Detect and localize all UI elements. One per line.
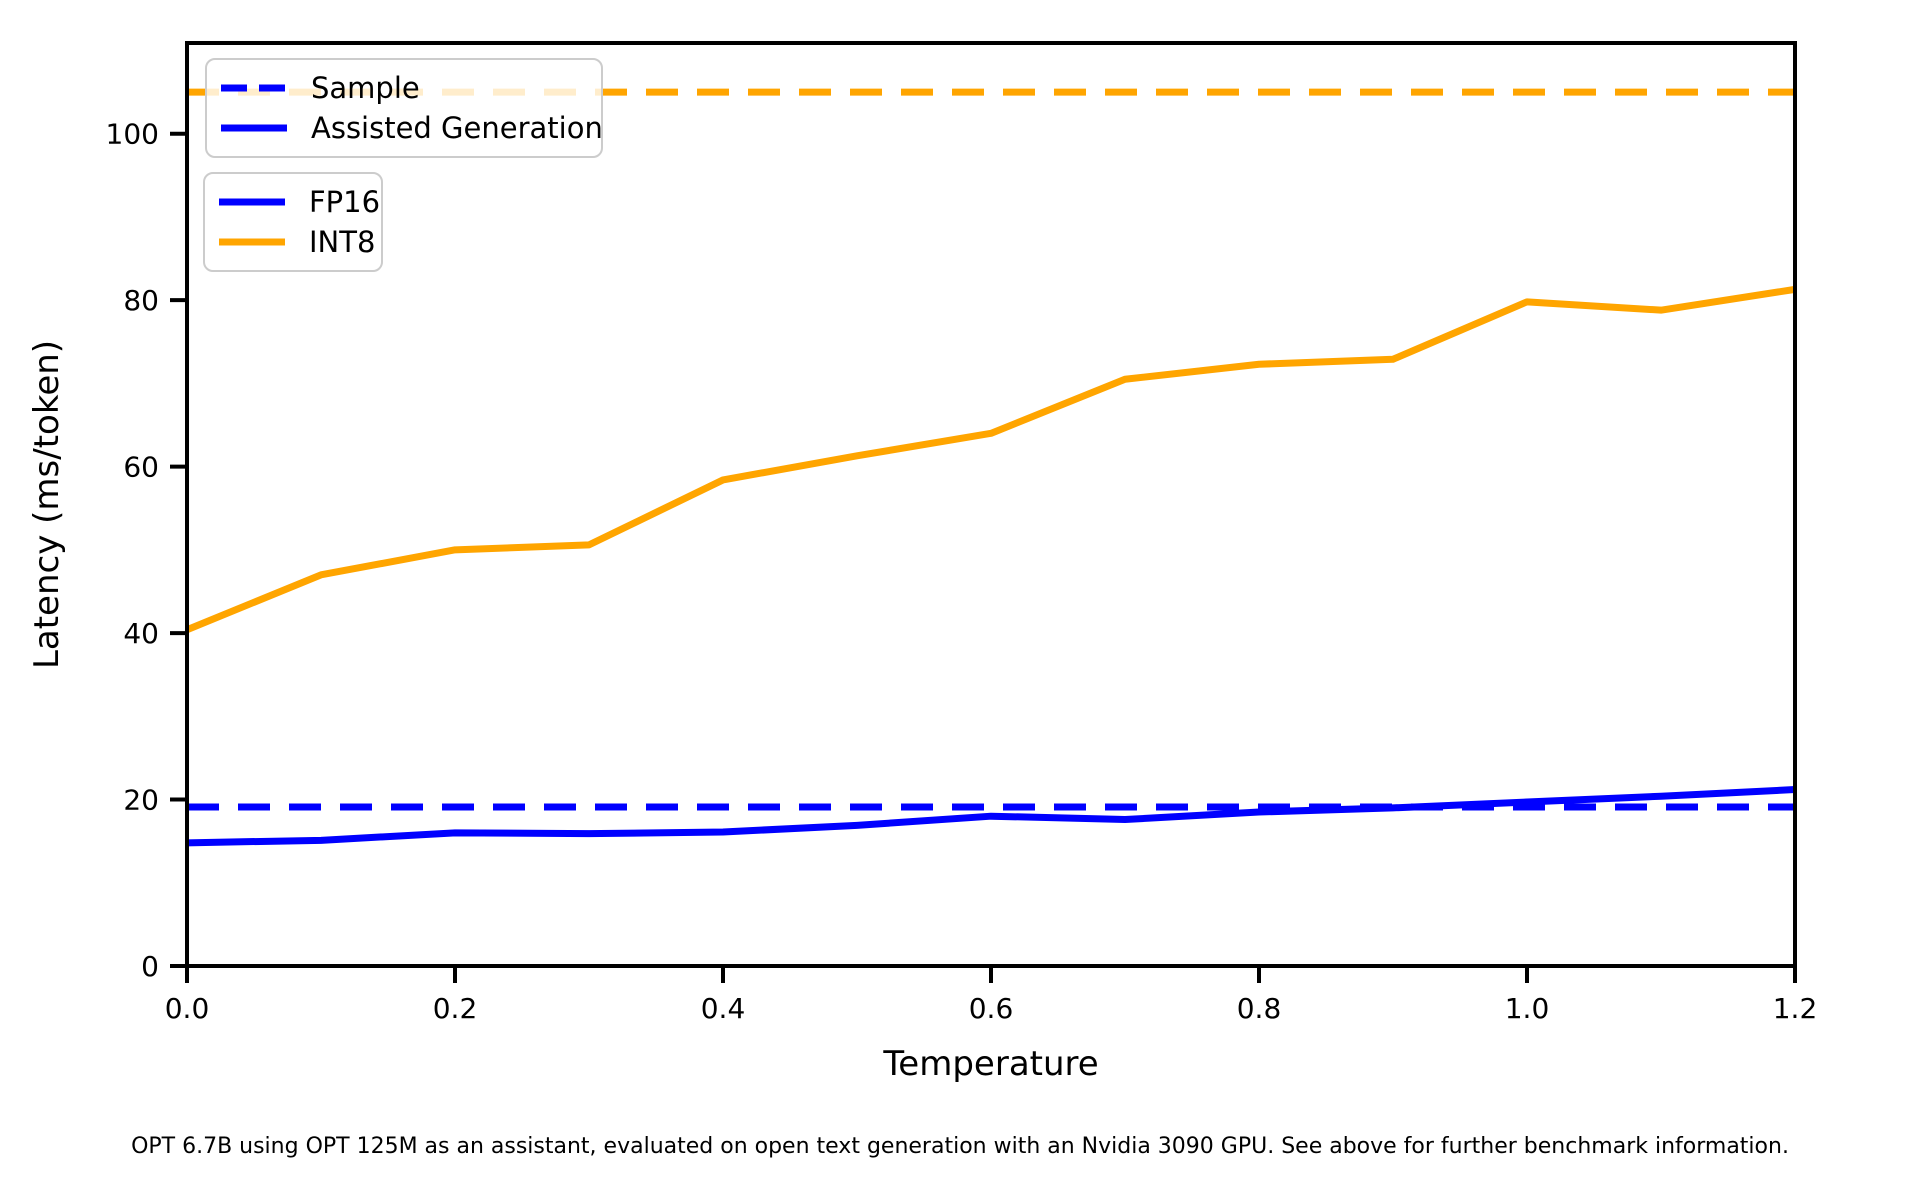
figure-caption: OPT 6.7B using OPT 125M as an assistant,…	[131, 1134, 1789, 1159]
y-axis-tick-label: 0	[141, 950, 159, 983]
series-line-assisted-generation-fp16	[186, 786, 1796, 847]
legend-precision: FP16 INT8	[203, 172, 383, 272]
x-axis-label: Temperature	[882, 1044, 1098, 1084]
axes-spines	[185, 41, 1797, 968]
dashed-line-swatch	[221, 84, 287, 92]
solid-line-swatch	[221, 124, 287, 132]
fp16-line-swatch	[219, 198, 285, 206]
x-axis-tick-label: 0.6	[969, 992, 1014, 1025]
legend-row-int8: INT8	[219, 225, 375, 259]
int8-line-swatch	[219, 238, 285, 246]
x-axis-tick-label: 1.2	[1773, 992, 1818, 1025]
x-axis-tick-label: 0.2	[433, 992, 478, 1025]
y-axis-tick-label: 20	[123, 784, 159, 817]
x-axis-tick-label: 0.0	[165, 992, 210, 1025]
legend-label-fp16: FP16	[309, 185, 381, 220]
x-axis-tick-label: 0.4	[701, 992, 746, 1025]
legend-row-sample: Sample	[221, 71, 587, 105]
legend-label-assisted-generation: Assisted Generation	[311, 110, 603, 145]
legend-sampling-style: Sample Assisted Generation	[205, 58, 603, 158]
series-line-assisted-generation-int8	[185, 285, 1796, 633]
legend-row-fp16: FP16	[219, 185, 380, 219]
y-axis-label: Latency (ms/token)	[27, 340, 67, 669]
legend-row-assisted-generation: Assisted Generation	[221, 111, 603, 145]
y-axis-tick-label: 40	[123, 617, 159, 650]
x-axis-tick-label: 0.8	[1237, 992, 1282, 1025]
y-axis-tick-label: 60	[123, 451, 159, 484]
legend-label-sample: Sample	[311, 71, 420, 106]
y-axis-tick-label: 80	[123, 284, 159, 317]
x-axis-tick-label: 1.0	[1505, 992, 1550, 1025]
y-axis-tick-label: 100	[106, 118, 159, 151]
legend-label-int8: INT8	[309, 224, 376, 259]
